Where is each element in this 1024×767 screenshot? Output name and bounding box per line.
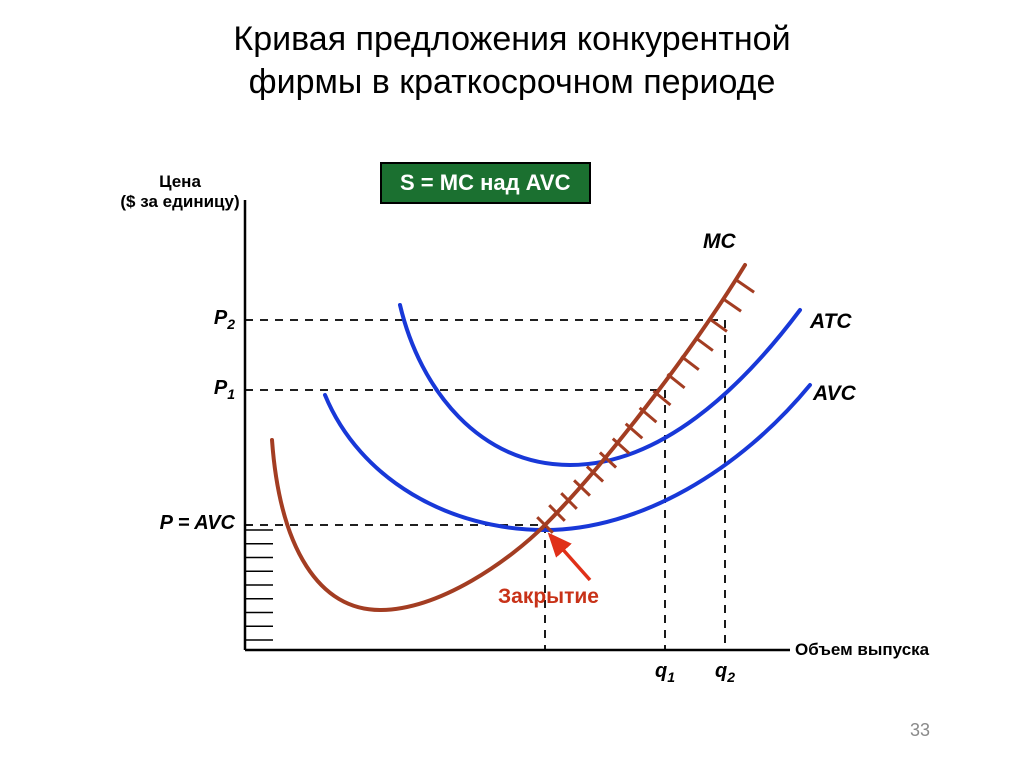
- shutdown-label: Закрытие: [498, 585, 599, 609]
- x-tick-label: q2: [715, 660, 735, 685]
- formula-box: S = MC над AVC: [380, 162, 591, 204]
- title-line1: Кривая предложения конкурентной: [233, 20, 790, 58]
- shutdown-arrow: [550, 535, 590, 580]
- x-axis-label: Объем выпуска: [795, 640, 929, 660]
- axes: [245, 200, 790, 650]
- y-tick-label: P = AVC: [110, 512, 235, 535]
- y-tick-label: P1: [110, 377, 235, 402]
- y-axis-label: Цена ($ за единицу): [110, 172, 250, 212]
- mc-label: MC: [703, 230, 736, 254]
- chart: S = MC над AVC Цена ($ за единицу) Объем…: [0, 130, 1024, 730]
- y-tick-label: P2: [110, 307, 235, 332]
- x-tick-label: q1: [655, 660, 675, 685]
- atc-label: ATC: [810, 310, 852, 334]
- avc-label: AVC: [813, 382, 856, 406]
- title-line2: фирмы в краткосрочном периоде: [249, 63, 776, 101]
- slide-title: Кривая предложения конкурентной фирмы в …: [0, 0, 1024, 103]
- minor-ticks: [245, 530, 273, 640]
- guidelines: [245, 320, 725, 650]
- page-number: 33: [910, 720, 930, 741]
- formula-text: S = MC над AVC: [400, 170, 571, 195]
- curves: [272, 265, 810, 610]
